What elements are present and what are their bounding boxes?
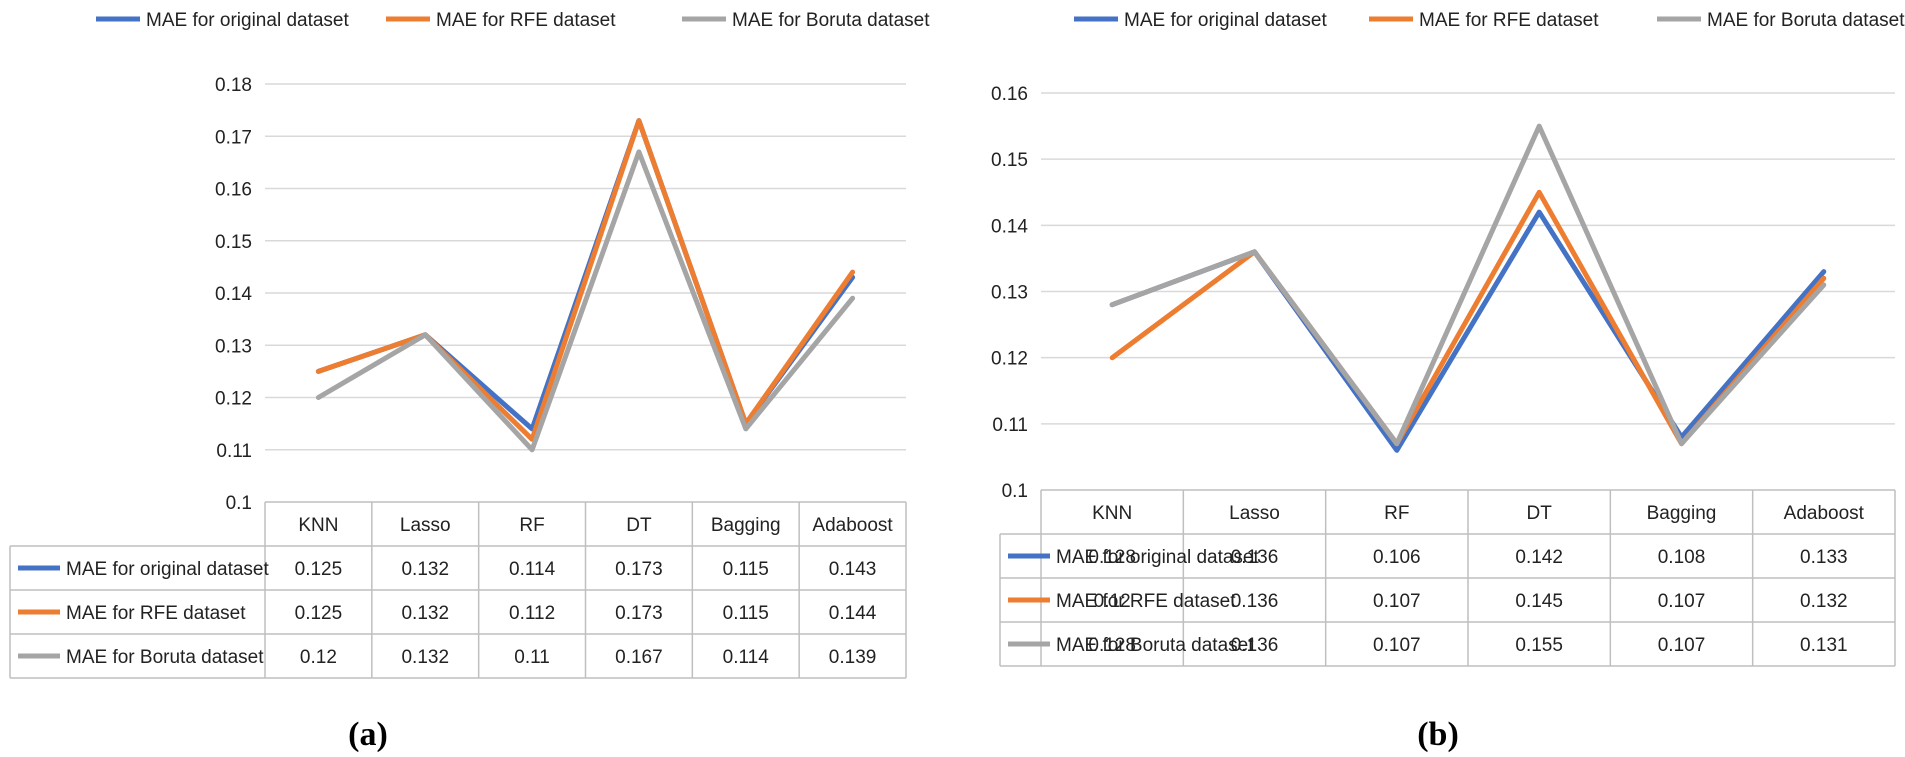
table-cell-value: 0.132 — [401, 559, 449, 580]
x-category-label: Bagging — [1647, 503, 1717, 524]
table-cell-value: 0.133 — [1800, 547, 1848, 568]
y-tick-label: 0.15 — [991, 150, 1028, 171]
table-series-label: MAE for RFE dataset — [66, 603, 246, 624]
table-cell-value: 0.125 — [295, 603, 343, 624]
y-tick-label: 0.16 — [215, 180, 252, 201]
y-tick-label: 0.1 — [1002, 481, 1028, 502]
series-line — [315, 118, 856, 442]
table-cell-value: 0.139 — [829, 647, 877, 668]
x-category-label: RF — [1384, 503, 1409, 524]
table-cell-value: 0.112 — [509, 603, 555, 624]
y-tick-label: 0.13 — [991, 283, 1028, 304]
table-cell-value: 0.132 — [1800, 591, 1848, 612]
table-series-label: MAE for original dataset — [1056, 547, 1259, 568]
table-cell-value: 0.128 — [1088, 635, 1136, 656]
table-cell-value: 0.136 — [1231, 591, 1279, 612]
x-category-label: Adaboost — [1784, 503, 1865, 524]
table-cell-value: 0.143 — [829, 559, 877, 580]
y-tick-label: 0.12 — [991, 349, 1028, 370]
table-cell-value: 0.114 — [509, 559, 556, 580]
table-cell-value: 0.107 — [1658, 635, 1706, 656]
table-cell-value: 0.167 — [615, 647, 663, 668]
y-tick-label: 0.14 — [991, 216, 1028, 237]
x-category-label: Lasso — [400, 515, 451, 536]
table-cell-value: 0.106 — [1373, 547, 1421, 568]
data-table: KNN Lasso RF DT Bagging Adaboost MAE for origi… — [9, 501, 907, 679]
table-cell-value: 0.11 — [514, 647, 550, 668]
table-cell-value: 0.132 — [401, 647, 449, 668]
y-tick-label: 0.18 — [215, 75, 252, 96]
table-series-label: MAE for Boruta dataset — [1056, 635, 1254, 656]
table-cell-value: 0.12 — [1094, 591, 1131, 612]
y-tick-label: 0.13 — [215, 336, 252, 357]
table-cell-value: 0.142 — [1515, 547, 1563, 568]
legend-label: MAE for RFE dataset — [436, 10, 616, 31]
y-tick-label: 0.1 — [226, 493, 252, 514]
legend-label: MAE for original dataset — [1124, 10, 1327, 31]
y-tick-label: 0.12 — [215, 389, 252, 410]
panel-label: (b) — [1417, 716, 1459, 753]
table-cell-value: 0.145 — [1515, 591, 1563, 612]
table-series-label: MAE for Boruta dataset — [66, 647, 264, 668]
legend-label: MAE for Boruta dataset — [1707, 10, 1905, 31]
series-line — [315, 149, 856, 453]
x-category-label: Bagging — [711, 515, 781, 536]
y-tick-label: 0.11 — [992, 415, 1028, 436]
table-series-label: MAE for original dataset — [66, 559, 269, 580]
x-category-label: Adaboost — [812, 515, 893, 536]
legend-label: MAE for RFE dataset — [1419, 10, 1599, 31]
x-category-label: DT — [1527, 503, 1553, 524]
series-line — [1109, 123, 1827, 447]
x-category-label: KNN — [298, 515, 338, 536]
table-cell-value: 0.108 — [1658, 547, 1706, 568]
table-cell-value: 0.107 — [1373, 635, 1421, 656]
table-cell-value: 0.114 — [723, 647, 770, 668]
y-tick-label: 0.15 — [215, 232, 252, 253]
table-cell-value: 0.132 — [401, 603, 449, 624]
table-cell-value: 0.12 — [300, 647, 337, 668]
legend-label: MAE for original dataset — [146, 10, 349, 31]
x-category-label: KNN — [1092, 503, 1132, 524]
y-tick-label: 0.11 — [216, 441, 252, 462]
y-tick-label: 0.16 — [991, 84, 1028, 105]
table-cell-value: 0.125 — [295, 559, 343, 580]
x-category-label: RF — [519, 515, 544, 536]
legend-label: MAE for Boruta dataset — [732, 10, 930, 31]
table-series-label: MAE for RFE dataset — [1056, 591, 1236, 612]
table-cell-value: 0.128 — [1088, 547, 1136, 568]
table-cell-value: 0.115 — [723, 603, 769, 624]
table-cell-value: 0.173 — [615, 603, 663, 624]
y-tick-label: 0.17 — [215, 127, 252, 148]
table-cell-value: 0.155 — [1515, 635, 1563, 656]
table-cell-value: 0.136 — [1231, 635, 1279, 656]
table-cell-value: 0.173 — [615, 559, 663, 580]
series-line — [1109, 209, 1827, 453]
chart-panel-a: MAE for original dataset MAE for RFE data… — [9, 10, 930, 753]
data-table: KNN Lasso RF DT Bagging Adaboost MAE for origi… — [999, 489, 1896, 667]
chart-panel-b: MAE for original dataset MAE for RFE data… — [991, 10, 1905, 753]
panel-label: (a) — [348, 716, 388, 753]
table-cell-value: 0.115 — [723, 559, 769, 580]
table-cell-value: 0.107 — [1658, 591, 1706, 612]
table-cell-value: 0.107 — [1373, 591, 1421, 612]
y-tick-label: 0.14 — [215, 284, 252, 305]
table-cell-value: 0.144 — [829, 603, 877, 624]
x-category-label: DT — [626, 515, 652, 536]
table-cell-value: 0.131 — [1800, 635, 1848, 656]
x-category-label: Lasso — [1229, 503, 1280, 524]
table-cell-value: 0.136 — [1231, 547, 1279, 568]
